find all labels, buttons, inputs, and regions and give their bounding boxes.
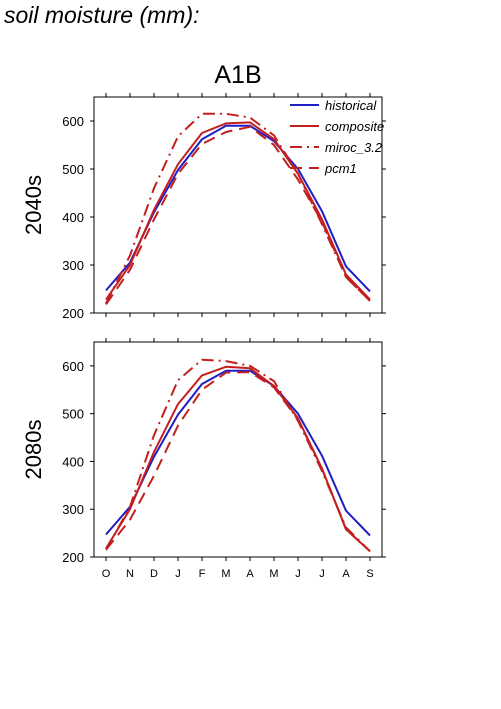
series-line-miroc-3-2 — [105, 112, 371, 304]
legend: historical composite miroc_3.2 pcm1 — [290, 98, 384, 176]
chart-panel-1: A1B 2040s 200 300 400 500 600 historical composi… — [21, 61, 386, 321]
x-tick-label: M — [221, 568, 230, 580]
x-tick-label: A — [342, 568, 350, 580]
series-line-miroc-3-2 — [105, 358, 371, 553]
x-tick-label: J — [295, 568, 301, 580]
y-tick-label: 400 — [62, 454, 84, 469]
x-tick-label: J — [319, 568, 325, 580]
chart-panel-2: 2080s 200 300 400 500 600 O N D J F M A M J J A S — [21, 338, 386, 580]
y-tick-label: 300 — [62, 258, 84, 273]
series-line-pcm1 — [105, 125, 371, 305]
x-tick-label: S — [366, 568, 373, 580]
legend-label: pcm1 — [324, 161, 357, 176]
y-tick-label: 200 — [62, 306, 84, 321]
legend-label: historical — [325, 98, 377, 113]
legend-label: composite — [325, 119, 384, 134]
series-line-composite — [105, 365, 371, 553]
x-tick-label: N — [126, 568, 134, 580]
x-tick-label: D — [150, 568, 158, 580]
plot-frame — [93, 341, 383, 558]
page-title: soil moisture (mm): — [4, 2, 200, 28]
y-tick-label: 200 — [62, 550, 84, 565]
chart-title: A1B — [214, 61, 261, 89]
y-tick-label: 600 — [62, 359, 84, 374]
y-axis-label: 2040s — [21, 175, 46, 235]
y-tick-label: 300 — [62, 502, 84, 517]
series-line-historical — [105, 369, 371, 537]
x-tick-label: M — [269, 568, 278, 580]
y-tick-label: 500 — [62, 162, 84, 177]
y-tick-label: 600 — [62, 114, 84, 129]
series-line-pcm1 — [105, 371, 371, 553]
plot-frame — [93, 96, 383, 314]
x-tick-label: O — [102, 568, 111, 580]
y-tick-label: 500 — [62, 407, 84, 422]
legend-label: miroc_3.2 — [325, 140, 383, 155]
y-tick-label: 400 — [62, 210, 84, 225]
y-axis-label: 2080s — [21, 420, 46, 480]
x-tick-label: J — [175, 568, 181, 580]
x-tick-label: A — [246, 568, 254, 580]
x-tick-label: F — [199, 568, 206, 580]
